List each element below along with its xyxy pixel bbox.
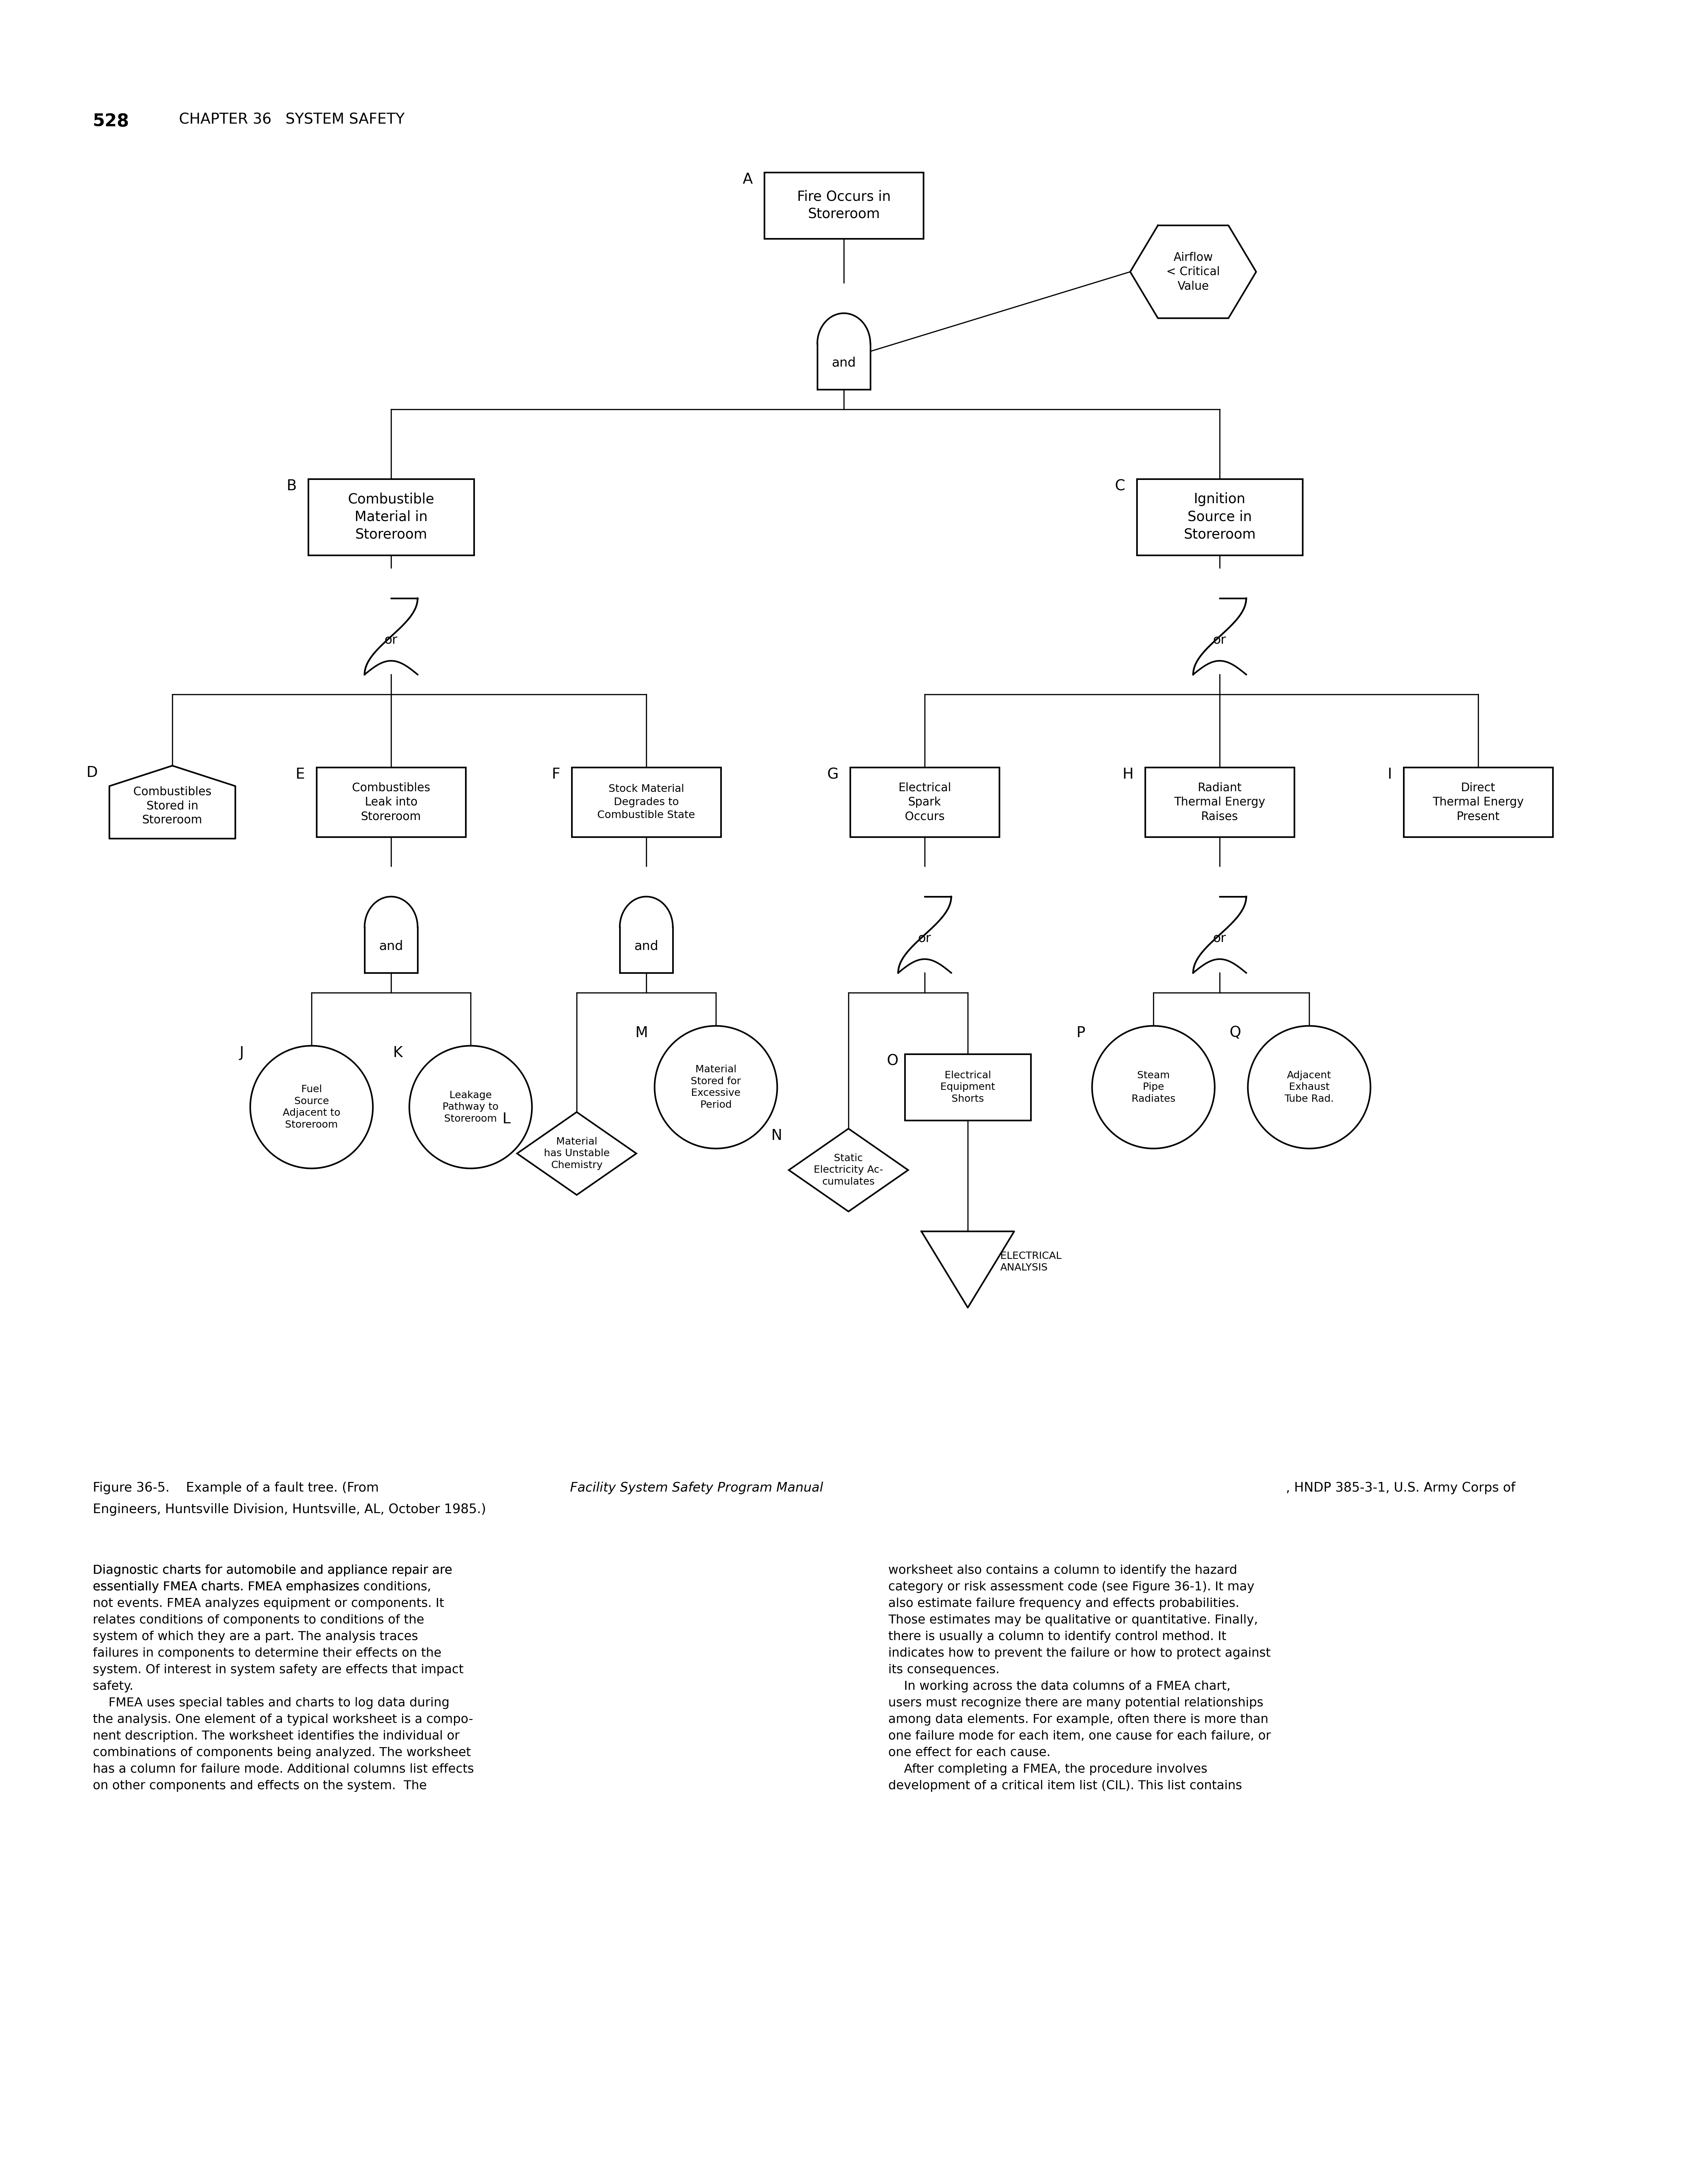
Text: and: and <box>635 939 658 952</box>
Text: Ignition
Source in
Storeroom: Ignition Source in Storeroom <box>1183 491 1256 542</box>
Bar <box>1136 478 1303 555</box>
Text: Figure 36-5.    Example of a fault tree. (From: Figure 36-5. Example of a fault tree. (F… <box>93 1481 383 1494</box>
Text: Adjacent
Exhaust
Tube Rad.: Adjacent Exhaust Tube Rad. <box>1285 1070 1334 1103</box>
Text: or: or <box>385 633 398 646</box>
Text: A: A <box>743 173 753 186</box>
Text: Diagnostic charts for automobile and appliance repair are
essentially FMEA chart: Diagnostic charts for automobile and app… <box>93 1564 474 1791</box>
Text: Steam
Pipe
Radiates: Steam Pipe Radiates <box>1131 1070 1175 1103</box>
Text: Electrical
Equipment
Shorts: Electrical Equipment Shorts <box>940 1070 996 1103</box>
Text: J: J <box>240 1046 243 1059</box>
Bar <box>572 767 721 836</box>
Text: and: and <box>380 939 403 952</box>
Text: worksheet also contains a column to identify the hazard
category or risk assessm: worksheet also contains a column to iden… <box>888 1564 1271 1791</box>
Text: Q: Q <box>1229 1026 1241 1040</box>
Text: ELECTRICAL
ANALYSIS: ELECTRICAL ANALYSIS <box>1001 1251 1062 1273</box>
Text: Direct
Thermal Energy
Present: Direct Thermal Energy Present <box>1433 782 1524 821</box>
Text: E: E <box>295 767 306 782</box>
Text: or: or <box>1214 933 1225 946</box>
Text: Stock Material
Degrades to
Combustible State: Stock Material Degrades to Combustible S… <box>598 784 695 821</box>
Text: G: G <box>827 767 839 782</box>
Bar <box>905 1055 1031 1120</box>
Text: Combustibles
Stored in
Storeroom: Combustibles Stored in Storeroom <box>133 786 211 826</box>
Text: O: O <box>886 1055 898 1068</box>
Text: Static
Electricity Ac-
cumulates: Static Electricity Ac- cumulates <box>814 1153 883 1186</box>
Bar <box>1144 767 1295 836</box>
Text: Engineers, Huntsville Division, Huntsville, AL, October 1985.): Engineers, Huntsville Division, Huntsvil… <box>93 1503 486 1516</box>
Text: 528: 528 <box>93 114 130 129</box>
Text: Material
has Unstable
Chemistry: Material has Unstable Chemistry <box>544 1138 609 1171</box>
Text: M: M <box>635 1026 648 1040</box>
Bar <box>309 478 474 555</box>
Text: P: P <box>1077 1026 1085 1040</box>
Text: Electrical
Spark
Occurs: Electrical Spark Occurs <box>898 782 950 821</box>
Text: F: F <box>552 767 560 782</box>
Text: C: C <box>1114 478 1126 494</box>
Text: , HNDP 385-3-1, U.S. Army Corps of: , HNDP 385-3-1, U.S. Army Corps of <box>1286 1481 1516 1494</box>
Text: Leakage
Pathway to
Storeroom: Leakage Pathway to Storeroom <box>442 1090 498 1125</box>
Text: Combustible
Material in
Storeroom: Combustible Material in Storeroom <box>348 491 434 542</box>
Bar <box>765 173 923 238</box>
Bar <box>851 767 999 836</box>
Text: B: B <box>287 478 297 494</box>
Text: I: I <box>1388 767 1393 782</box>
Text: Radiant
Thermal Energy
Raises: Radiant Thermal Energy Raises <box>1175 782 1266 821</box>
Text: Fire Occurs in
Storeroom: Fire Occurs in Storeroom <box>797 190 891 221</box>
Text: D: D <box>86 767 98 780</box>
Text: L: L <box>503 1112 510 1127</box>
Text: and: and <box>832 356 856 369</box>
Text: or: or <box>1214 633 1225 646</box>
Text: Material
Stored for
Excessive
Period: Material Stored for Excessive Period <box>690 1064 741 1109</box>
Text: N: N <box>771 1129 782 1142</box>
Text: K: K <box>393 1046 403 1059</box>
Text: Airflow
< Critical
Value: Airflow < Critical Value <box>1166 251 1220 293</box>
Text: Combustibles
Leak into
Storeroom: Combustibles Leak into Storeroom <box>353 782 430 821</box>
Text: Fuel
Source
Adjacent to
Storeroom: Fuel Source Adjacent to Storeroom <box>282 1085 341 1129</box>
Bar <box>317 767 466 836</box>
Text: CHAPTER 36   SYSTEM SAFETY: CHAPTER 36 SYSTEM SAFETY <box>179 114 405 127</box>
Bar <box>1404 767 1553 836</box>
Text: or: or <box>918 933 932 946</box>
Text: Facility System Safety Program Manual: Facility System Safety Program Manual <box>571 1481 824 1494</box>
Text: Diagnostic charts for automobile and appliance repair are
essentially FMEA chart: Diagnostic charts for automobile and app… <box>93 1564 452 1592</box>
Text: H: H <box>1123 767 1134 782</box>
